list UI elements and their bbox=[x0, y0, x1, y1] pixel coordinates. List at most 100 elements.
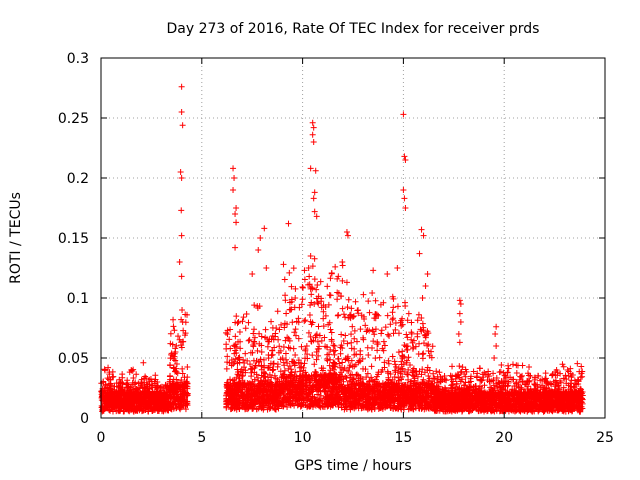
data-point bbox=[251, 326, 258, 333]
data-point bbox=[106, 385, 113, 392]
data-point bbox=[231, 350, 238, 357]
data-point bbox=[245, 337, 252, 344]
data-point bbox=[124, 390, 131, 397]
data-point bbox=[223, 365, 230, 372]
data-point bbox=[183, 380, 190, 387]
data-point bbox=[145, 378, 152, 385]
data-point bbox=[134, 405, 141, 412]
data-point bbox=[114, 407, 121, 414]
data-point bbox=[177, 403, 184, 410]
data-point bbox=[179, 370, 186, 377]
data-point bbox=[167, 388, 174, 395]
data-point bbox=[224, 353, 231, 360]
data-point bbox=[129, 367, 136, 374]
data-point bbox=[100, 393, 107, 400]
data-point bbox=[113, 389, 120, 396]
data-point bbox=[138, 376, 145, 383]
data-point bbox=[120, 402, 127, 409]
data-point bbox=[178, 377, 185, 384]
data-point bbox=[139, 405, 146, 412]
data-point bbox=[176, 404, 183, 411]
data-point bbox=[136, 397, 143, 404]
data-point bbox=[171, 327, 178, 334]
data-point bbox=[264, 343, 271, 350]
data-point bbox=[154, 382, 161, 389]
data-point bbox=[166, 361, 173, 368]
data-point bbox=[136, 385, 143, 392]
data-point bbox=[151, 405, 158, 412]
data-point bbox=[109, 368, 116, 375]
data-point bbox=[173, 342, 180, 349]
data-point bbox=[226, 336, 233, 343]
data-point bbox=[167, 405, 174, 412]
data-point bbox=[113, 380, 120, 387]
data-point bbox=[119, 371, 126, 378]
data-point bbox=[250, 357, 257, 364]
data-point bbox=[181, 374, 188, 381]
data-point bbox=[171, 350, 178, 357]
data-point bbox=[105, 391, 112, 398]
data-point bbox=[175, 398, 182, 405]
data-point bbox=[107, 398, 114, 405]
data-point bbox=[182, 396, 189, 403]
data-point bbox=[174, 379, 181, 386]
data-point bbox=[145, 389, 152, 396]
data-point bbox=[141, 389, 148, 396]
data-points bbox=[98, 83, 586, 415]
data-point bbox=[101, 404, 108, 411]
data-point bbox=[166, 399, 173, 406]
data-point bbox=[262, 326, 269, 333]
data-point bbox=[138, 400, 145, 407]
data-point bbox=[152, 376, 159, 383]
data-point bbox=[258, 348, 265, 355]
data-point bbox=[258, 333, 265, 340]
data-point bbox=[270, 360, 277, 367]
data-point bbox=[245, 319, 252, 326]
data-point bbox=[175, 333, 182, 340]
data-point bbox=[120, 395, 127, 402]
data-point bbox=[170, 323, 177, 330]
data-point bbox=[184, 311, 191, 318]
data-point bbox=[179, 365, 186, 372]
data-point bbox=[129, 379, 136, 386]
data-point bbox=[164, 407, 171, 414]
data-point bbox=[171, 395, 178, 402]
data-point bbox=[158, 383, 165, 390]
data-point bbox=[173, 369, 180, 376]
data-point bbox=[146, 394, 153, 401]
data-point bbox=[276, 343, 283, 350]
data-point bbox=[130, 375, 137, 382]
data-point bbox=[240, 364, 247, 371]
data-point bbox=[113, 397, 120, 404]
data-point bbox=[172, 384, 179, 391]
data-point bbox=[167, 382, 174, 389]
data-point bbox=[274, 308, 281, 315]
data-point bbox=[163, 384, 170, 391]
data-point bbox=[116, 403, 123, 410]
data-point bbox=[233, 313, 240, 320]
data-point bbox=[167, 391, 174, 398]
data-point bbox=[170, 355, 177, 362]
data-point bbox=[160, 403, 167, 410]
data-point bbox=[123, 397, 130, 404]
data-point bbox=[176, 336, 183, 343]
data-point bbox=[119, 380, 126, 387]
data-point bbox=[173, 365, 180, 372]
data-point bbox=[166, 378, 173, 385]
data-point bbox=[157, 402, 164, 409]
data-point bbox=[180, 393, 187, 400]
data-point bbox=[182, 400, 189, 407]
data-point bbox=[138, 393, 145, 400]
data-point bbox=[184, 364, 191, 371]
data-point bbox=[172, 402, 179, 409]
data-point bbox=[243, 310, 250, 317]
data-point bbox=[239, 318, 246, 325]
data-point bbox=[148, 397, 155, 404]
data-point bbox=[173, 360, 180, 367]
data-point bbox=[133, 389, 140, 396]
data-point bbox=[117, 379, 124, 386]
data-point bbox=[153, 399, 160, 406]
data-point bbox=[173, 405, 180, 412]
data-point bbox=[183, 401, 190, 408]
